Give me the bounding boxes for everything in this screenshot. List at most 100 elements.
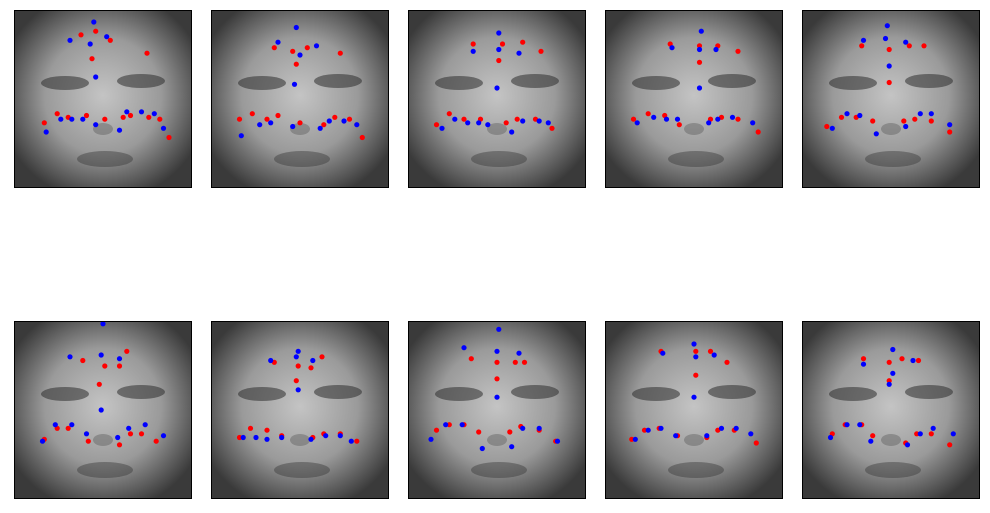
keypoint-s2-10 bbox=[860, 37, 867, 43]
keypoint-s2-5 bbox=[706, 120, 712, 126]
keypoint-s2-2 bbox=[443, 422, 449, 428]
keypoint-s2-4 bbox=[868, 438, 874, 444]
nose-shadow bbox=[93, 434, 113, 446]
keypoint-s2-9 bbox=[295, 387, 301, 393]
keypoint-s2-12 bbox=[496, 46, 502, 53]
keypoint-s1-2 bbox=[446, 422, 452, 428]
keypoint-s2-3 bbox=[69, 116, 75, 122]
keypoint-s1-6 bbox=[321, 122, 327, 128]
keypoint-s1-8 bbox=[354, 438, 360, 444]
keypoint-s1-7 bbox=[735, 116, 741, 122]
keypoint-s1-3 bbox=[264, 116, 270, 122]
keypoint-s1-1 bbox=[629, 436, 635, 442]
keypoint-s2-3 bbox=[264, 436, 270, 442]
keypoint-s2-13 bbox=[496, 326, 502, 332]
nose-shadow bbox=[881, 434, 901, 446]
face-panel-5-plot bbox=[803, 11, 979, 187]
keypoint-s2-10 bbox=[669, 45, 675, 51]
keypoint-s2-3 bbox=[465, 120, 471, 126]
keypoint-s2-4 bbox=[290, 123, 296, 130]
keypoint-s1-12 bbox=[707, 348, 714, 354]
keypoint-s1-2 bbox=[247, 425, 254, 431]
face-panel-10 bbox=[802, 321, 980, 499]
keypoint-s2-9 bbox=[494, 394, 500, 400]
keypoint-s2-4 bbox=[80, 116, 86, 122]
keypoint-s2-10 bbox=[67, 354, 73, 360]
keypoint-s1-3 bbox=[461, 116, 467, 122]
keypoint-s1-13 bbox=[319, 354, 325, 360]
keypoint-s1-12 bbox=[78, 32, 84, 38]
keypoint-s1-5 bbox=[116, 442, 123, 448]
left-eye-shadow bbox=[632, 76, 680, 90]
keypoint-s1-9 bbox=[494, 376, 500, 382]
keypoint-s1-4 bbox=[870, 118, 876, 124]
keypoint-s2-8 bbox=[950, 431, 956, 437]
keypoint-s2-8 bbox=[554, 438, 561, 444]
mouth-shadow bbox=[668, 462, 724, 478]
keypoint-s2-8 bbox=[354, 122, 360, 128]
keypoint-s2-11 bbox=[882, 35, 889, 42]
nose-shadow bbox=[290, 434, 310, 446]
keypoint-s2-8 bbox=[348, 438, 354, 444]
keypoint-s1-4 bbox=[476, 429, 482, 435]
keypoint-s1-8 bbox=[346, 116, 353, 122]
keypoint-s2-1 bbox=[428, 436, 434, 442]
keypoint-s1-10 bbox=[470, 41, 476, 47]
keypoint-s1-9 bbox=[886, 79, 892, 86]
face-panel-6-plot bbox=[15, 322, 191, 498]
nose-shadow bbox=[684, 434, 704, 446]
keypoint-s1-9 bbox=[693, 372, 699, 378]
keypoint-s2-11 bbox=[693, 354, 699, 360]
keypoint-s2-7 bbox=[337, 433, 343, 439]
keypoint-s1-9 bbox=[359, 134, 365, 141]
keypoint-s1-3 bbox=[65, 425, 71, 431]
keypoint-s2-9 bbox=[696, 85, 703, 91]
keypoint-s2-3 bbox=[857, 422, 863, 428]
keypoint-s2-11 bbox=[890, 370, 896, 376]
keypoint-s2-10 bbox=[461, 345, 467, 351]
face-image-2 bbox=[212, 11, 388, 187]
keypoint-s2-1 bbox=[827, 434, 834, 441]
keypoint-s2-5 bbox=[93, 122, 99, 128]
keypoint-s2-6 bbox=[116, 127, 123, 133]
keypoint-s2-11 bbox=[297, 52, 303, 58]
keypoint-s1-13 bbox=[124, 348, 130, 354]
keypoint-s2-12 bbox=[313, 43, 320, 49]
keypoint-s2-1 bbox=[829, 125, 835, 131]
right-eye-shadow bbox=[708, 74, 756, 88]
keypoint-s1-1 bbox=[41, 120, 47, 126]
keypoint-s2-8 bbox=[947, 122, 953, 128]
keypoint-s1-2 bbox=[446, 111, 452, 117]
keypoint-s1-2 bbox=[249, 111, 255, 117]
keypoint-s2-3 bbox=[268, 120, 274, 126]
keypoint-s2-2 bbox=[645, 427, 651, 433]
keypoint-s1-7 bbox=[928, 431, 934, 437]
keypoint-s1-10 bbox=[859, 43, 865, 49]
keypoint-s2-11 bbox=[470, 48, 476, 54]
keypoint-s2-7 bbox=[520, 118, 526, 124]
keypoint-s2-9 bbox=[98, 407, 104, 413]
keypoint-s1-14 bbox=[107, 37, 113, 43]
keypoint-s1-3 bbox=[264, 427, 270, 433]
keypoint-s1-1 bbox=[236, 116, 243, 122]
right-eye-shadow bbox=[511, 385, 559, 399]
keypoint-s2-14 bbox=[496, 30, 502, 36]
left-eye-shadow bbox=[238, 76, 286, 90]
mouth-shadow bbox=[471, 462, 527, 478]
keypoint-s1-4 bbox=[676, 122, 682, 128]
keypoint-s1-5 bbox=[503, 120, 509, 126]
keypoint-s1-9 bbox=[293, 378, 299, 384]
keypoint-s2-6 bbox=[917, 111, 923, 117]
keypoint-s2-5 bbox=[704, 433, 710, 439]
keypoint-s1-10 bbox=[293, 61, 299, 67]
keypoint-s2-7 bbox=[928, 111, 934, 117]
keypoint-s2-6 bbox=[126, 425, 132, 431]
keypoint-s2-7 bbox=[733, 425, 739, 431]
keypoint-s2-9 bbox=[151, 111, 157, 117]
keypoint-s2-13 bbox=[295, 348, 301, 354]
keypoint-s2-5 bbox=[904, 442, 911, 448]
keypoint-s1-2 bbox=[838, 114, 845, 120]
keypoint-s1-10 bbox=[166, 134, 172, 141]
keypoint-s2-2 bbox=[651, 114, 657, 120]
keypoint-s2-3 bbox=[459, 422, 465, 428]
